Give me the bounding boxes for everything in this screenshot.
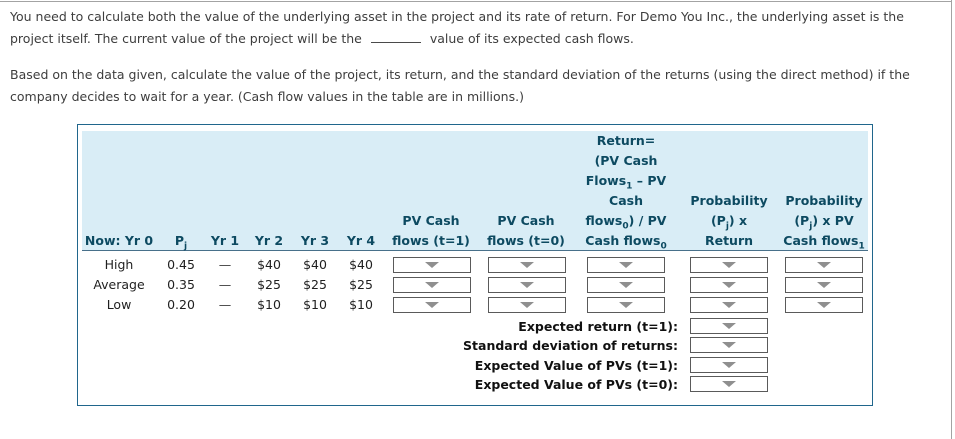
- col-header-yr1: Yr 1: [210, 233, 240, 248]
- col-header-yr2: Yr 2: [254, 233, 284, 248]
- row-label: Low: [106, 297, 132, 312]
- dropdown-arrow-icon: [425, 282, 439, 288]
- dropdown-arrow-icon: [520, 262, 534, 268]
- select-pv-t1-average[interactable]: [393, 277, 471, 293]
- top-divider: [0, 1, 951, 2]
- dropdown-arrow-icon: [722, 302, 736, 308]
- table-row-average: Average 0.35 — $25 $25 $25: [78, 275, 872, 295]
- dropdown-arrow-icon: [722, 262, 736, 268]
- intro-paragraph: You need to calculate both the value of …: [10, 6, 904, 50]
- cashflow-yr1: —: [218, 297, 232, 312]
- dropdown-arrow-icon: [817, 282, 831, 288]
- table-row-low: Low 0.20 — $10 $10 $10: [78, 295, 872, 315]
- intro-line-2: project itself. The current value of the…: [10, 28, 904, 50]
- summary-label: Standard deviation of returns:: [463, 338, 678, 353]
- summary-row-expected-value-t0: Expected Value of PVs (t=0):: [78, 375, 872, 394]
- select-prob-x-return-low[interactable]: [690, 297, 768, 313]
- col-header-pv-cash-flows-t1: PV Cash flows (t=1): [392, 213, 470, 248]
- select-expected-return-t1[interactable]: [690, 318, 768, 334]
- dropdown-arrow-icon: [520, 302, 534, 308]
- col-header-yr3: Yr 3: [300, 233, 330, 248]
- select-pv-t0-average[interactable]: [488, 277, 566, 293]
- cashflow-yr4: $40: [349, 257, 373, 272]
- cashflow-yr4: $25: [349, 277, 373, 292]
- dropdown-arrow-icon: [817, 302, 831, 308]
- cashflow-yr3: $10: [303, 297, 327, 312]
- col-header-now-yr0: Now: Yr 0: [84, 233, 154, 248]
- instructions-paragraph: Based on the data given, calculate the v…: [10, 64, 910, 108]
- dropdown-arrow-icon: [619, 282, 633, 288]
- summary-label: Expected Value of PVs (t=1):: [474, 358, 678, 373]
- select-prob-x-pv-low[interactable]: [785, 297, 863, 313]
- col-header-pv-cash-flows-t0: PV Cash flows (t=0): [487, 213, 565, 248]
- dropdown-arrow-icon: [619, 302, 633, 308]
- dropdown-arrow-icon: [520, 282, 534, 288]
- answer-blank[interactable]: [370, 28, 421, 43]
- exercise-table-panel: Now: Yr 0 Pj Yr 1 Yr 2 Yr 3 Yr 4 PV Cash…: [77, 124, 873, 406]
- summary-label: Expected return (t=1):: [518, 319, 678, 334]
- cashflow-yr1: —: [218, 277, 232, 292]
- instructions-line-2: company decides to wait for a year. (Cas…: [10, 89, 524, 104]
- cashflow-yr2: $40: [257, 257, 281, 272]
- dropdown-arrow-icon: [425, 262, 439, 268]
- select-pv-t1-low[interactable]: [393, 297, 471, 313]
- select-return-high[interactable]: [587, 257, 665, 273]
- select-prob-x-pv-high[interactable]: [785, 257, 863, 273]
- col-header-probability-x-return: Probability (Pj) x Return: [690, 193, 768, 248]
- select-expected-value-pvs-t1[interactable]: [690, 357, 768, 373]
- table-header-background: [82, 131, 868, 251]
- col-header-return-formula: Return= (PV Cash Flows1 – PV Cash flows0…: [585, 133, 667, 252]
- table-row-high: High 0.45 — $40 $40 $40: [78, 255, 872, 275]
- intro-line-1: You need to calculate both the value of …: [10, 9, 904, 24]
- dropdown-arrow-icon: [817, 262, 831, 268]
- select-pv-t1-high[interactable]: [393, 257, 471, 273]
- select-pv-t0-high[interactable]: [488, 257, 566, 273]
- dropdown-arrow-icon: [722, 323, 736, 329]
- select-std-deviation-of-returns[interactable]: [690, 337, 768, 353]
- cashflow-yr3: $25: [303, 277, 327, 292]
- select-prob-x-return-high[interactable]: [690, 257, 768, 273]
- summary-label: Expected Value of PVs (t=0):: [474, 377, 678, 392]
- row-label: Average: [93, 277, 145, 292]
- probability-value: 0.35: [167, 277, 195, 292]
- cashflow-yr2: $10: [257, 297, 281, 312]
- instructions-line-1: Based on the data given, calculate the v…: [10, 67, 910, 82]
- cashflow-yr2: $25: [257, 277, 281, 292]
- select-prob-x-return-average[interactable]: [690, 277, 768, 293]
- dropdown-arrow-icon: [722, 282, 736, 288]
- dropdown-arrow-icon: [722, 362, 736, 368]
- select-return-average[interactable]: [587, 277, 665, 293]
- col-header-pj: Pj: [174, 233, 188, 252]
- cashflow-yr3: $40: [303, 257, 327, 272]
- select-prob-x-pv-average[interactable]: [785, 277, 863, 293]
- summary-row-std-deviation: Standard deviation of returns:: [78, 336, 872, 355]
- select-expected-value-pvs-t0[interactable]: [690, 376, 768, 392]
- probability-value: 0.20: [167, 297, 195, 312]
- dropdown-arrow-icon: [722, 381, 736, 387]
- dropdown-arrow-icon: [425, 302, 439, 308]
- col-header-yr4: Yr 4: [346, 233, 376, 248]
- cashflow-yr4: $10: [349, 297, 373, 312]
- summary-row-expected-value-t1: Expected Value of PVs (t=1):: [78, 356, 872, 375]
- probability-value: 0.45: [167, 257, 195, 272]
- select-pv-t0-low[interactable]: [488, 297, 566, 313]
- dropdown-arrow-icon: [619, 262, 633, 268]
- summary-row-expected-return: Expected return (t=1):: [78, 317, 872, 336]
- row-label: High: [104, 257, 134, 272]
- select-return-low[interactable]: [587, 297, 665, 313]
- right-divider: [951, 0, 952, 439]
- cashflow-yr1: —: [218, 257, 232, 272]
- dropdown-arrow-icon: [722, 342, 736, 348]
- col-header-probability-x-pv-cash-flows: Probability (Pj) x PV Cash flows1: [783, 193, 865, 252]
